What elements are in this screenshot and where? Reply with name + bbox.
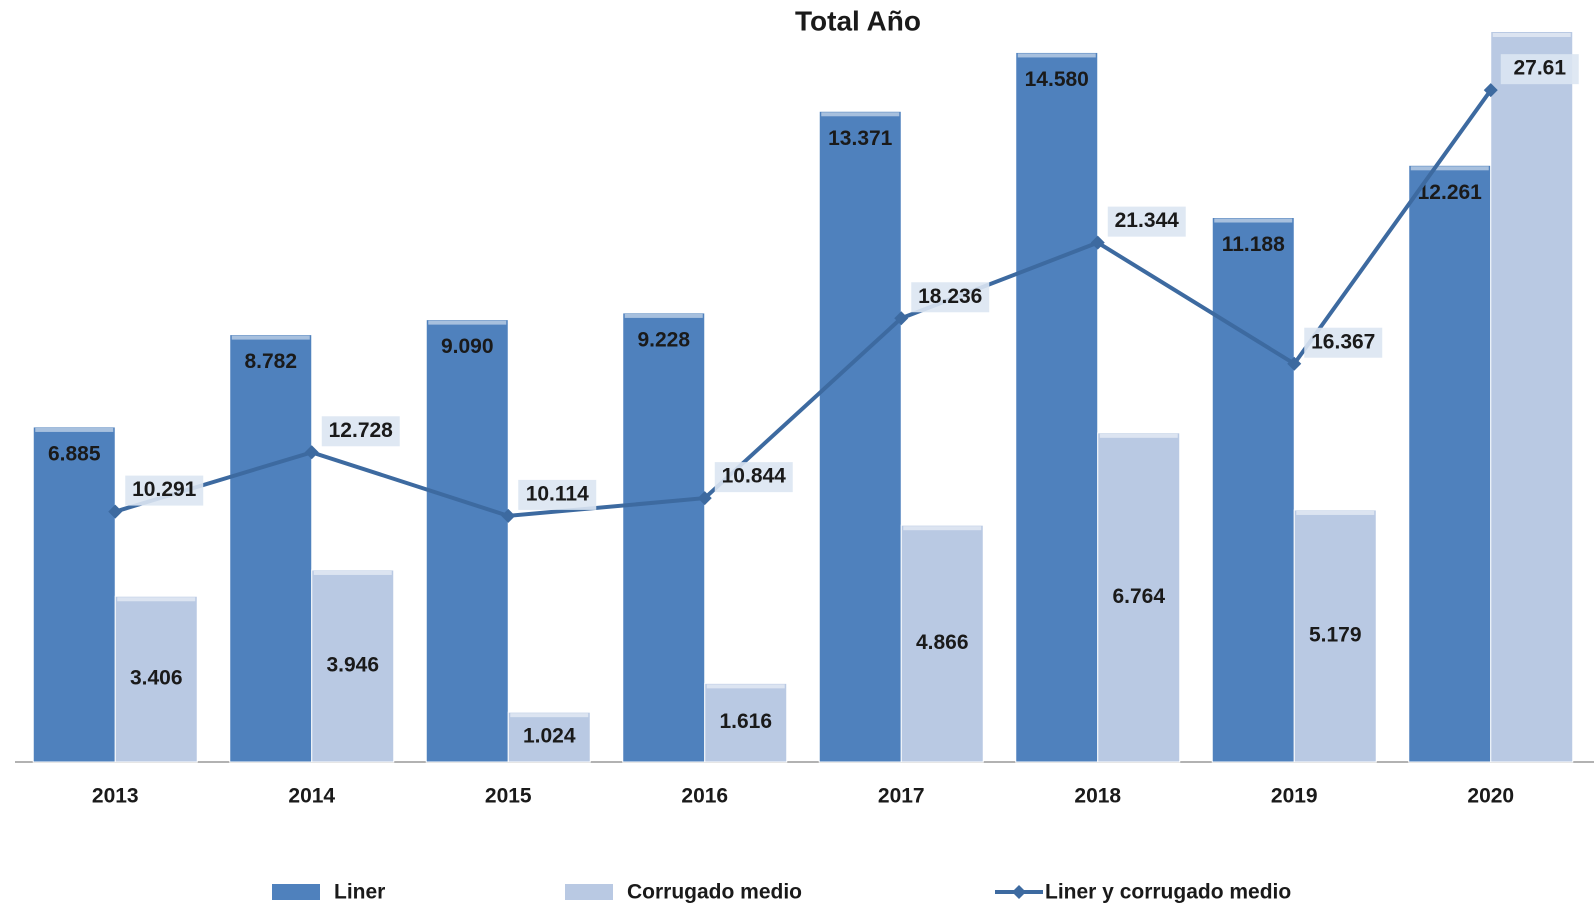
bar	[425, 319, 509, 763]
line-value-label: 18.236	[918, 285, 982, 308]
line-value-label: 10.291	[132, 478, 197, 501]
bar-value-label: 4.866	[916, 631, 969, 654]
bar	[622, 312, 706, 763]
bar	[114, 595, 198, 763]
x-tick-label: 2020	[1467, 785, 1514, 808]
bar	[229, 334, 313, 763]
bar-highlight	[313, 570, 392, 575]
legend-label: Liner y corrugado medio	[1045, 881, 1291, 904]
legend-marker	[1012, 885, 1026, 899]
bar-highlight	[510, 713, 589, 718]
bar-value-label: 8.782	[244, 350, 297, 373]
label-box	[911, 282, 990, 313]
bar	[1211, 217, 1295, 763]
label-box	[1107, 206, 1186, 237]
label-box	[518, 479, 597, 510]
bar	[900, 524, 984, 763]
legend-label: Corrugado medio	[627, 881, 802, 904]
label-box	[1304, 327, 1383, 358]
bar-highlight	[231, 335, 310, 340]
line-marker	[1287, 356, 1302, 371]
line-value-label: 21.344	[1115, 209, 1180, 232]
x-tick-label: 2014	[288, 785, 335, 808]
bar	[507, 711, 591, 763]
bar-highlight	[1410, 166, 1489, 171]
bar-value-label: 6.885	[48, 442, 101, 465]
bar-value-label: 9.090	[441, 335, 494, 358]
label-box	[714, 462, 793, 493]
legend-label: Liner	[334, 881, 385, 904]
x-tick-label: 2017	[878, 785, 925, 808]
line-marker	[108, 504, 123, 519]
line-marker	[697, 491, 712, 506]
x-tick-label: 2016	[681, 785, 728, 808]
bar-highlight	[1492, 33, 1571, 37]
bar-highlight	[1099, 433, 1178, 438]
bar-highlight	[428, 320, 507, 325]
legend-swatch	[565, 884, 613, 900]
bar-highlight	[1214, 218, 1293, 223]
chart-title: Total Año	[795, 5, 921, 36]
line-marker	[304, 445, 319, 460]
bar-value-label: 6.764	[1112, 585, 1165, 608]
label-box	[321, 416, 400, 447]
legend-swatch	[272, 884, 320, 900]
x-tick-label: 2018	[1074, 785, 1121, 808]
bar-value-label: 14.580	[1025, 68, 1089, 91]
x-tick-label: 2019	[1271, 785, 1318, 808]
bar	[818, 110, 902, 763]
bar	[32, 426, 116, 763]
bar-highlight	[903, 526, 982, 531]
bar-value-label: 5.179	[1309, 624, 1362, 647]
bar-highlight	[706, 684, 785, 689]
bar-value-label: 12.261	[1418, 181, 1483, 204]
line-marker	[1090, 235, 1105, 250]
line-value-label: 12.728	[329, 419, 394, 442]
bar-value-label: 9.228	[637, 328, 690, 351]
bar	[1408, 164, 1492, 763]
bar	[311, 569, 395, 763]
line-marker	[501, 508, 516, 523]
bar	[1015, 51, 1099, 763]
x-tick-label: 2015	[485, 785, 532, 808]
bar-value-label: 11.188	[1222, 233, 1285, 256]
bar-highlight	[624, 313, 703, 318]
bar	[1490, 32, 1574, 763]
bar-value-label: 13.371	[828, 127, 893, 150]
bar-value-label: 3.946	[326, 654, 379, 677]
line-value-label: 10.114	[526, 482, 589, 505]
line-value-label: 16.367	[1311, 330, 1375, 353]
bar-highlight	[117, 597, 196, 602]
label-box	[125, 475, 204, 506]
label-box	[1500, 54, 1579, 85]
plot-area	[32, 32, 1574, 763]
bar-highlight	[1017, 53, 1096, 58]
bar	[1293, 509, 1377, 763]
bar	[1097, 432, 1181, 763]
bar-highlight	[821, 112, 900, 117]
line-value-label: 10.844	[722, 465, 787, 488]
bar-value-label: 3.406	[130, 667, 183, 690]
line	[114, 88, 1493, 518]
bar-highlight	[35, 427, 114, 432]
line-marker	[894, 311, 909, 326]
bar-value-label: 1.024	[523, 725, 576, 748]
bar	[704, 682, 788, 763]
x-tick-label: 2013	[92, 785, 139, 808]
bar-value-label: 1.616	[719, 710, 772, 733]
bar-highlight	[1296, 510, 1375, 515]
line-value-label: 27.61	[1513, 57, 1566, 80]
line-marker	[1483, 83, 1498, 98]
